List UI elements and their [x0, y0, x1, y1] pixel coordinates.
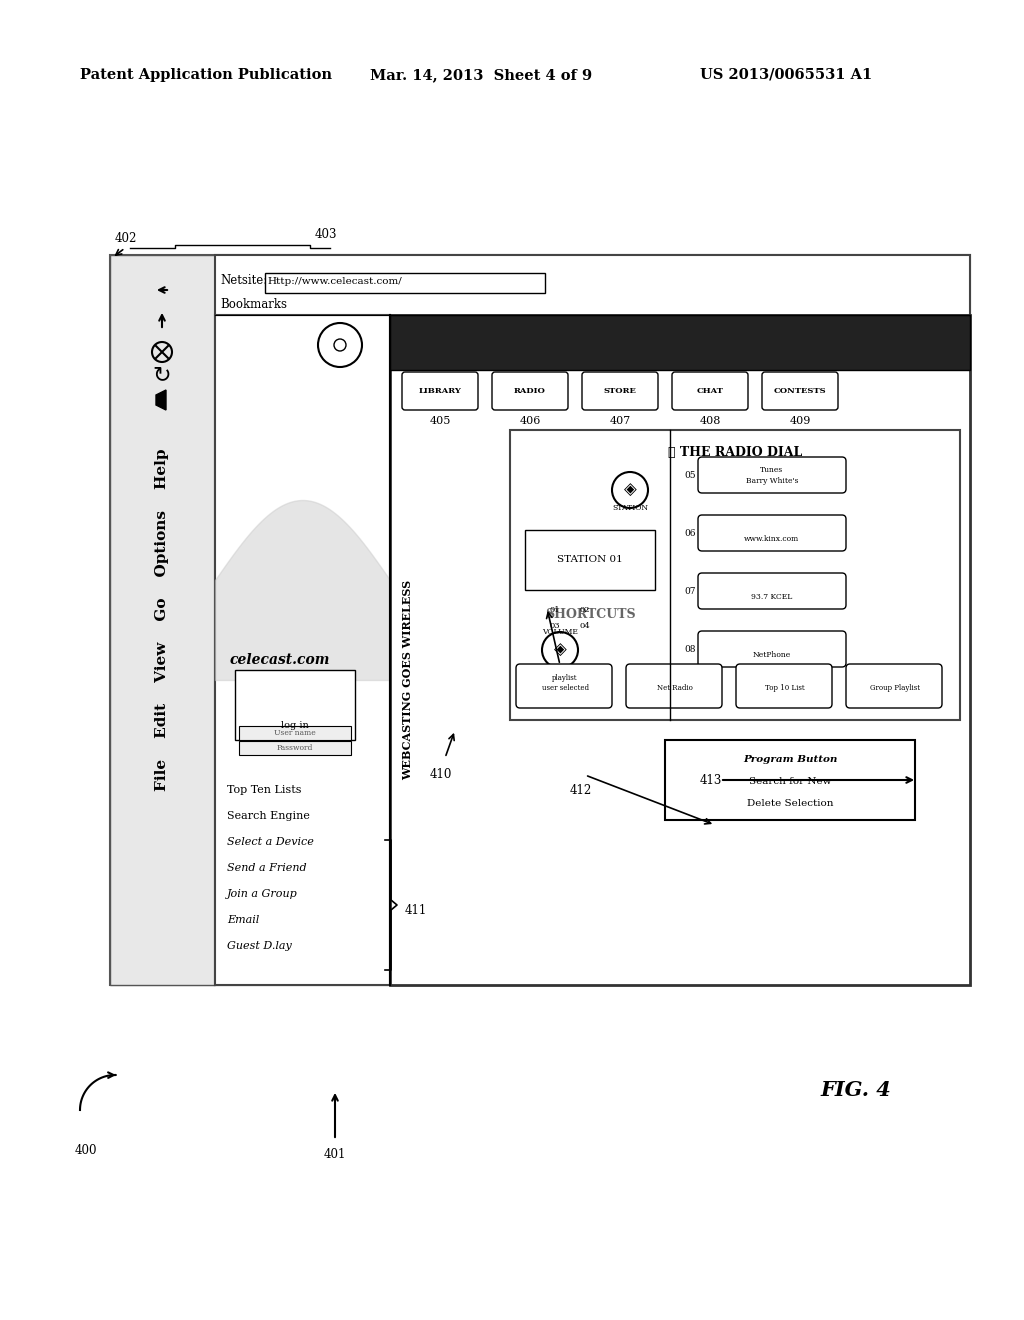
- Text: Send a Friend: Send a Friend: [227, 863, 306, 873]
- Text: Select a Device: Select a Device: [227, 837, 314, 847]
- Text: Search for New: Search for New: [749, 777, 831, 787]
- Text: STORE: STORE: [603, 387, 637, 395]
- Text: 407: 407: [609, 416, 631, 426]
- Text: STATION: STATION: [612, 504, 648, 512]
- Text: CHAT: CHAT: [696, 387, 723, 395]
- Text: user selected: user selected: [542, 684, 589, 692]
- Text: ↻: ↻: [153, 366, 171, 385]
- Text: 412: 412: [570, 784, 592, 796]
- Text: Email: Email: [227, 915, 259, 925]
- Text: Group Playlist: Group Playlist: [870, 684, 920, 692]
- Text: US 2013/0065531 A1: US 2013/0065531 A1: [700, 69, 872, 82]
- Text: Http://www.celecast.com/: Http://www.celecast.com/: [267, 277, 401, 286]
- Bar: [510, 430, 961, 719]
- Text: Tunes: Tunes: [761, 466, 783, 474]
- Text: ❊ THE RADIO DIAL: ❊ THE RADIO DIAL: [668, 446, 802, 458]
- Text: log in: log in: [282, 721, 309, 730]
- Text: File    Edit    View    Go    Options    Help: File Edit View Go Options Help: [155, 449, 169, 791]
- Text: LIBRARY: LIBRARY: [419, 387, 462, 395]
- Text: ◈: ◈: [624, 480, 636, 499]
- Text: 03: 03: [550, 622, 560, 630]
- Text: Patent Application Publication: Patent Application Publication: [80, 69, 332, 82]
- FancyBboxPatch shape: [492, 372, 568, 411]
- Text: Guest D.lay: Guest D.lay: [227, 941, 292, 950]
- Text: 01: 01: [550, 606, 560, 614]
- Text: Password: Password: [276, 744, 313, 752]
- Text: STATION 01: STATION 01: [557, 556, 623, 565]
- Text: RADIO: RADIO: [514, 387, 546, 395]
- Text: 402: 402: [115, 231, 137, 244]
- Text: 08: 08: [684, 644, 695, 653]
- Text: User name: User name: [274, 729, 315, 737]
- Text: VOLUME: VOLUME: [542, 628, 578, 636]
- Text: 02: 02: [580, 606, 591, 614]
- FancyBboxPatch shape: [846, 664, 942, 708]
- Text: 93.7 KCEL: 93.7 KCEL: [752, 593, 793, 601]
- Text: playlist: playlist: [552, 675, 578, 682]
- Text: NetPhone: NetPhone: [753, 651, 792, 659]
- Text: Join a Group: Join a Group: [227, 888, 298, 899]
- FancyBboxPatch shape: [626, 664, 722, 708]
- Bar: [239, 741, 351, 755]
- Text: Search Engine: Search Engine: [227, 810, 310, 821]
- Text: Bookmarks: Bookmarks: [220, 298, 287, 312]
- FancyBboxPatch shape: [672, 372, 748, 411]
- Polygon shape: [156, 389, 166, 411]
- Text: Barry White's: Barry White's: [745, 477, 799, 484]
- Text: celecast.com: celecast.com: [230, 653, 331, 667]
- FancyBboxPatch shape: [762, 372, 838, 411]
- Text: Delete Selection: Delete Selection: [746, 800, 834, 808]
- Bar: [390, 315, 970, 985]
- Text: 408: 408: [699, 416, 721, 426]
- Text: 06: 06: [684, 528, 695, 537]
- Text: Netsite:: Netsite:: [220, 273, 267, 286]
- Bar: [525, 531, 655, 590]
- Text: 400: 400: [75, 1143, 97, 1156]
- FancyBboxPatch shape: [698, 631, 846, 667]
- Bar: [390, 315, 970, 370]
- Text: Mar. 14, 2013  Sheet 4 of 9: Mar. 14, 2013 Sheet 4 of 9: [370, 69, 592, 82]
- FancyBboxPatch shape: [516, 664, 612, 708]
- FancyBboxPatch shape: [582, 372, 658, 411]
- Bar: [110, 255, 970, 985]
- Text: FIG. 4: FIG. 4: [820, 1080, 891, 1100]
- Text: 410: 410: [430, 768, 453, 781]
- Text: SHORTCUTS: SHORTCUTS: [545, 609, 635, 622]
- Bar: [110, 255, 215, 985]
- Text: Program Button: Program Button: [742, 755, 838, 764]
- FancyBboxPatch shape: [736, 664, 831, 708]
- Text: ◈: ◈: [554, 642, 566, 659]
- FancyBboxPatch shape: [402, 372, 478, 411]
- Bar: [239, 726, 351, 741]
- Text: 409: 409: [790, 416, 811, 426]
- Text: WEBCASTING GOES WIRELESS: WEBCASTING GOES WIRELESS: [402, 579, 414, 780]
- Bar: [215, 255, 970, 985]
- Text: CONTESTS: CONTESTS: [774, 387, 826, 395]
- FancyBboxPatch shape: [698, 573, 846, 609]
- Text: Net Radio: Net Radio: [657, 684, 693, 692]
- Text: Top Ten Lists: Top Ten Lists: [227, 785, 301, 795]
- Text: 406: 406: [519, 416, 541, 426]
- Text: 04: 04: [580, 622, 591, 630]
- FancyBboxPatch shape: [698, 457, 846, 492]
- Bar: [265, 273, 545, 293]
- Text: 411: 411: [406, 903, 427, 916]
- Bar: [234, 671, 355, 741]
- Text: Top 10 List: Top 10 List: [765, 684, 805, 692]
- Bar: [665, 741, 915, 820]
- Text: www.kinx.com: www.kinx.com: [744, 535, 800, 543]
- Text: 07: 07: [684, 586, 695, 595]
- Text: 401: 401: [324, 1148, 346, 1162]
- FancyBboxPatch shape: [698, 515, 846, 550]
- Text: 405: 405: [429, 416, 451, 426]
- Text: 05: 05: [684, 470, 696, 479]
- Text: 403: 403: [315, 228, 338, 242]
- Text: 413: 413: [700, 774, 722, 787]
- Bar: [215, 315, 390, 985]
